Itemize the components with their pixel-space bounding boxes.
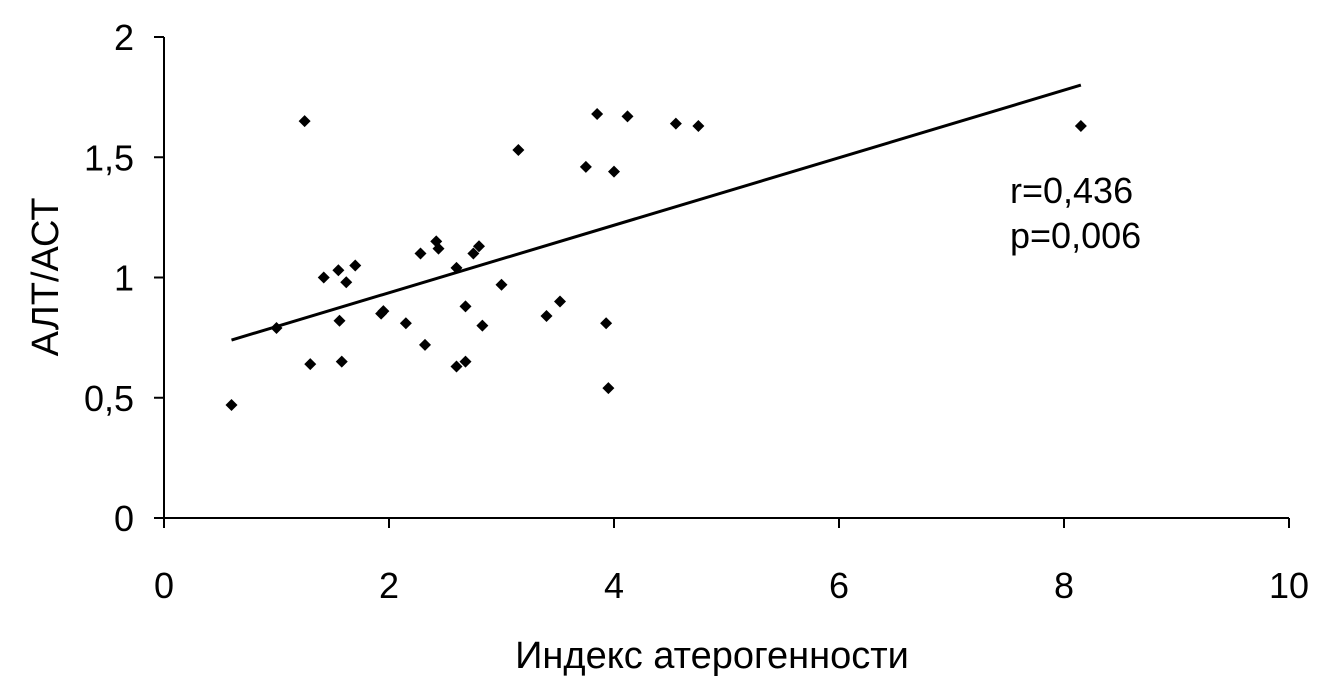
data-point [270,322,283,335]
data-point [1074,119,1087,132]
data-point [473,240,485,253]
y-axis-title: АЛТ/АСТ [25,198,67,357]
y-axis-ticks: 0 0,5 1 1,5 2 [84,17,164,539]
data-point [459,355,472,368]
data-point [669,117,682,130]
data-point [467,247,480,260]
x-tick-label: 4 [604,565,624,606]
data-point [349,259,362,272]
data-point [340,276,353,289]
y-tick-label: 1 [114,258,134,299]
data-point [459,300,472,313]
data-point [333,314,346,327]
x-tick-label: 10 [1269,565,1309,606]
x-axis-title: Индекс атерогенности [515,635,909,677]
data-point [600,317,613,330]
x-tick-label: 8 [1054,565,1074,606]
data-point [621,110,634,123]
data-point [579,160,592,173]
data-point [377,305,390,318]
data-point [432,242,445,255]
data-point [692,119,705,132]
x-tick-label: 6 [829,565,849,606]
data-points [225,107,1087,411]
y-tick-label: 1,5 [84,137,134,178]
x-tick-label: 2 [379,565,399,606]
data-point [602,382,615,395]
data-point [335,355,348,368]
data-point [591,107,604,120]
p-value-annotation: p=0,006 [1010,215,1141,256]
data-point [304,358,317,371]
data-point [399,317,412,330]
y-tick-label: 0 [114,498,134,539]
x-axis-ticks: 0 2 4 6 8 10 [154,518,1309,606]
data-point [317,271,330,284]
data-point [332,264,345,277]
data-point [298,115,311,128]
x-tick-label: 0 [154,565,174,606]
data-point [540,309,553,322]
data-point [608,165,620,178]
trend-line [231,83,1082,342]
data-point [495,278,508,291]
data-point [419,338,431,351]
y-tick-label: 2 [114,17,134,58]
y-tick-label: 0,5 [84,378,134,419]
data-point [554,295,566,308]
correlation-r-annotation: r=0,436 [1010,170,1133,211]
data-point [225,398,238,411]
data-point [450,261,463,274]
data-point [476,319,489,332]
data-point [414,247,427,260]
data-point [512,144,525,157]
data-point [450,360,463,373]
